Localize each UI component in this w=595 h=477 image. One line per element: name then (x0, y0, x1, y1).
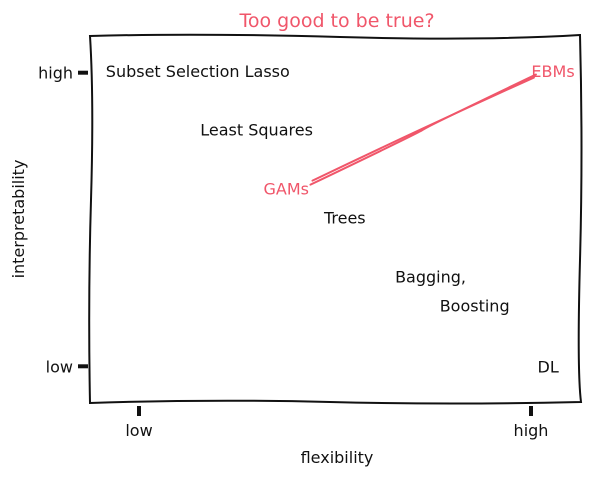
x-tick-label: low (125, 421, 152, 440)
annotation-label: Boosting (440, 297, 510, 316)
highlight-arrow-stroke (311, 76, 535, 182)
annotation-label: Subset Selection Lasso (106, 62, 290, 81)
annotation-label: EBMs (531, 62, 574, 81)
annotation-label: Trees (323, 209, 366, 228)
y-tick-label: low (46, 357, 73, 376)
x-axis-label: flexibility (301, 448, 374, 467)
y-tick-label: high (38, 64, 73, 83)
chart-annotations: Subset Selection Lasso Least Squares GAMs T… (106, 62, 575, 376)
chart-title: Too good to be true? (238, 10, 434, 32)
annotation-label: DL (538, 357, 559, 376)
plot-frame (88, 33, 583, 405)
y-axis-label: interpretability (9, 160, 28, 279)
annotation-label: Least Squares (200, 121, 313, 140)
annotation-label: GAMs (264, 179, 309, 198)
annotation-label: Bagging, (395, 267, 466, 286)
axis-ticks: low high low high (38, 64, 548, 440)
x-tick-label: high (514, 421, 549, 440)
